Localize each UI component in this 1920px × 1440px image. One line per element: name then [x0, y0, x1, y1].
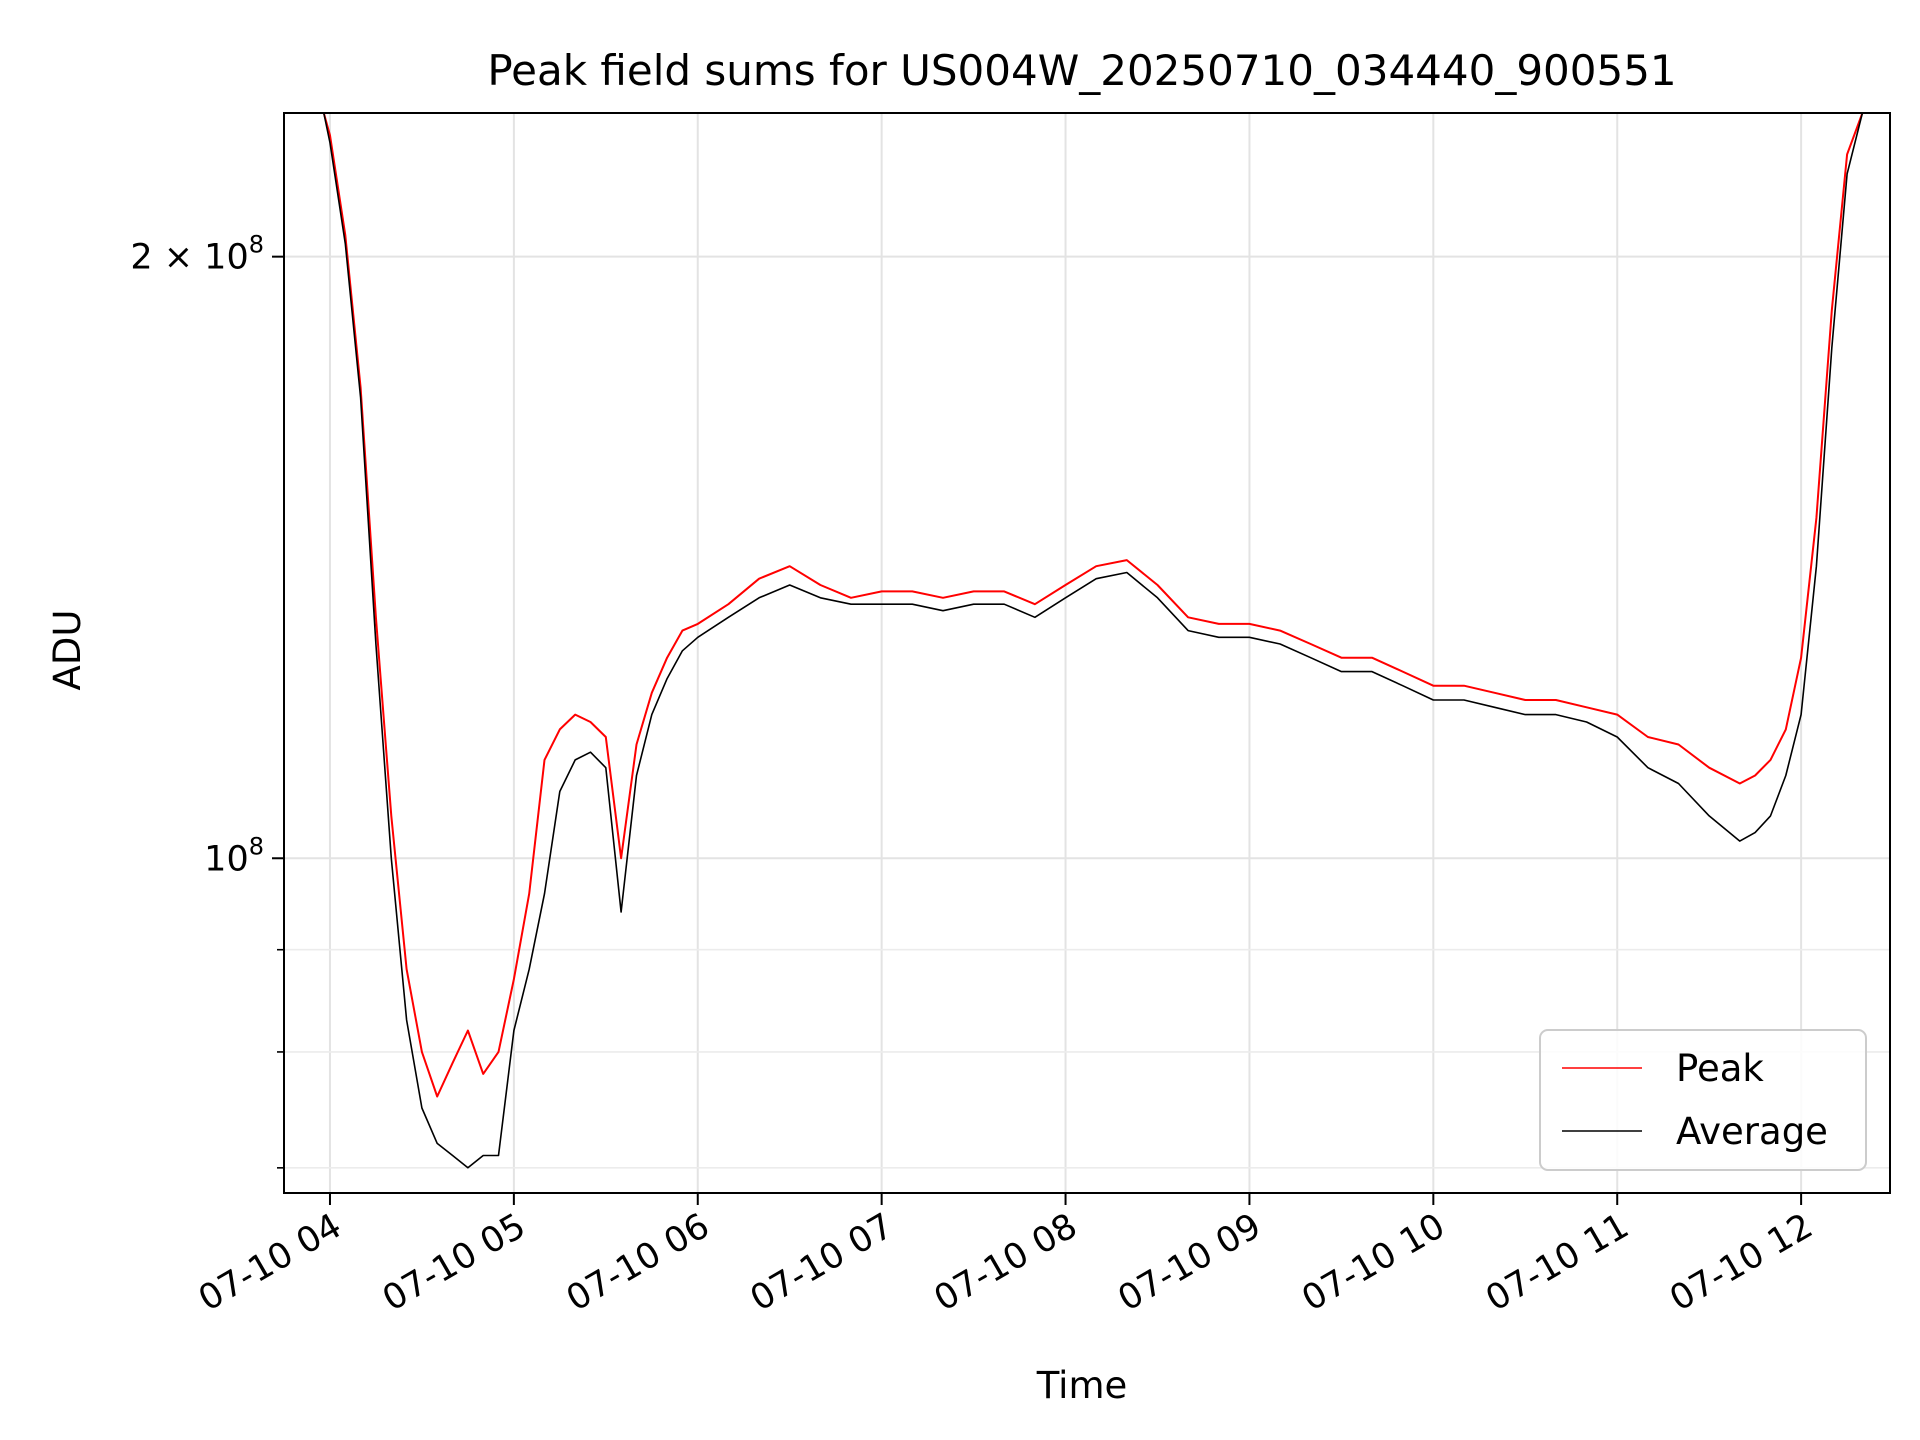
series-line-peak	[322, 112, 1869, 1098]
y-tick-label-exponent: 8	[249, 832, 264, 860]
y-tick-label: 2 × 108	[130, 231, 264, 278]
y-tick-label-exponent: 8	[249, 231, 264, 259]
chart-title: Peak field sums for US004W_20250710_0344…	[487, 46, 1676, 95]
y-axis-label: ADU	[46, 610, 89, 691]
legend-label-peak: Peak	[1676, 1047, 1764, 1090]
x-axis-label: Time	[1036, 1364, 1128, 1407]
legend-label-average: Average	[1676, 1110, 1828, 1153]
series-lines	[322, 112, 1869, 1169]
series-line-average	[323, 112, 1869, 1169]
y-tick-label-base: 10	[204, 839, 249, 879]
y-tick-label-base: 2 × 10	[130, 238, 248, 278]
legend: Peak Average	[1539, 1029, 1867, 1171]
plot-frame	[283, 112, 1891, 1194]
y-tick-label: 108	[204, 832, 264, 879]
legend-box	[1539, 1029, 1867, 1171]
